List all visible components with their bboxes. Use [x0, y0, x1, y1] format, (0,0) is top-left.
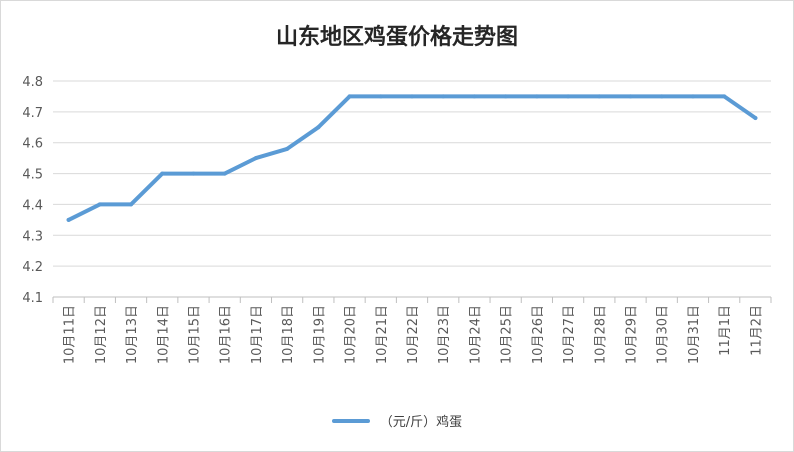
data-point	[534, 94, 539, 99]
data-point	[597, 94, 602, 99]
y-tick-label: 4.1	[22, 291, 43, 306]
y-tick-label: 4.8	[22, 75, 43, 90]
x-tick-label: 10月12日	[94, 305, 109, 364]
x-tick-label: 11月2日	[749, 305, 764, 356]
data-point	[628, 94, 633, 99]
data-point	[722, 94, 727, 99]
x-tick-label: 10月29日	[625, 305, 640, 364]
x-tick-label: 10月26日	[531, 305, 546, 364]
x-tick-label: 10月22日	[406, 305, 421, 364]
y-tick-label: 4.3	[22, 229, 43, 244]
data-point	[441, 94, 446, 99]
data-point	[753, 116, 758, 121]
data-point	[160, 171, 165, 176]
y-tick-label: 4.2	[22, 260, 43, 275]
data-point	[191, 171, 196, 176]
legend: （元/斤）鸡蛋	[1, 411, 793, 430]
y-tick-label: 4.5	[22, 168, 43, 183]
x-tick-label: 10月30日	[656, 305, 671, 364]
data-point	[410, 94, 414, 99]
y-tick-label: 4.7	[22, 106, 43, 121]
x-tick-label: 10月17日	[250, 305, 265, 364]
data-point	[472, 94, 477, 99]
x-tick-label: 10月14日	[156, 305, 171, 364]
legend-label: （元/斤）鸡蛋	[379, 415, 463, 430]
y-tick-label: 4.6	[22, 137, 43, 152]
x-tick-label: 10月13日	[125, 305, 140, 364]
data-point	[97, 202, 102, 207]
data-point	[690, 94, 695, 99]
data-point	[129, 202, 134, 207]
legend-swatch	[331, 418, 370, 423]
x-tick-label: 10月16日	[219, 305, 234, 364]
data-point	[316, 125, 321, 130]
data-point	[222, 171, 227, 176]
data-point	[378, 94, 383, 99]
data-point	[503, 94, 508, 99]
x-tick-label: 10月15日	[187, 305, 202, 364]
x-tick-label: 10月28日	[593, 305, 608, 364]
x-tick-label: 10月31日	[687, 305, 702, 364]
x-tick-label: 10月25日	[500, 305, 515, 364]
y-tick-label: 4.4	[22, 198, 43, 213]
x-tick-label: 10月21日	[375, 305, 390, 364]
x-tick-label: 10月23日	[437, 305, 452, 364]
data-point	[659, 94, 664, 99]
x-tick-label: 10月27日	[562, 305, 577, 364]
series-line-egg-price	[66, 94, 758, 222]
data-point	[566, 94, 571, 99]
data-point	[347, 94, 352, 99]
x-tick-label: 11月1日	[718, 305, 733, 356]
x-tick-label: 10月18日	[281, 305, 296, 364]
x-tick-label: 10月20日	[344, 305, 359, 364]
x-tick-label: 10月19日	[312, 305, 327, 364]
x-tick-label: 10月11日	[63, 305, 78, 364]
x-tick-label: 10月24日	[468, 305, 483, 364]
data-point	[253, 156, 258, 161]
chart-title: 山东地区鸡蛋价格走势图	[275, 24, 518, 50]
data-point	[285, 146, 290, 151]
data-point	[66, 217, 71, 222]
